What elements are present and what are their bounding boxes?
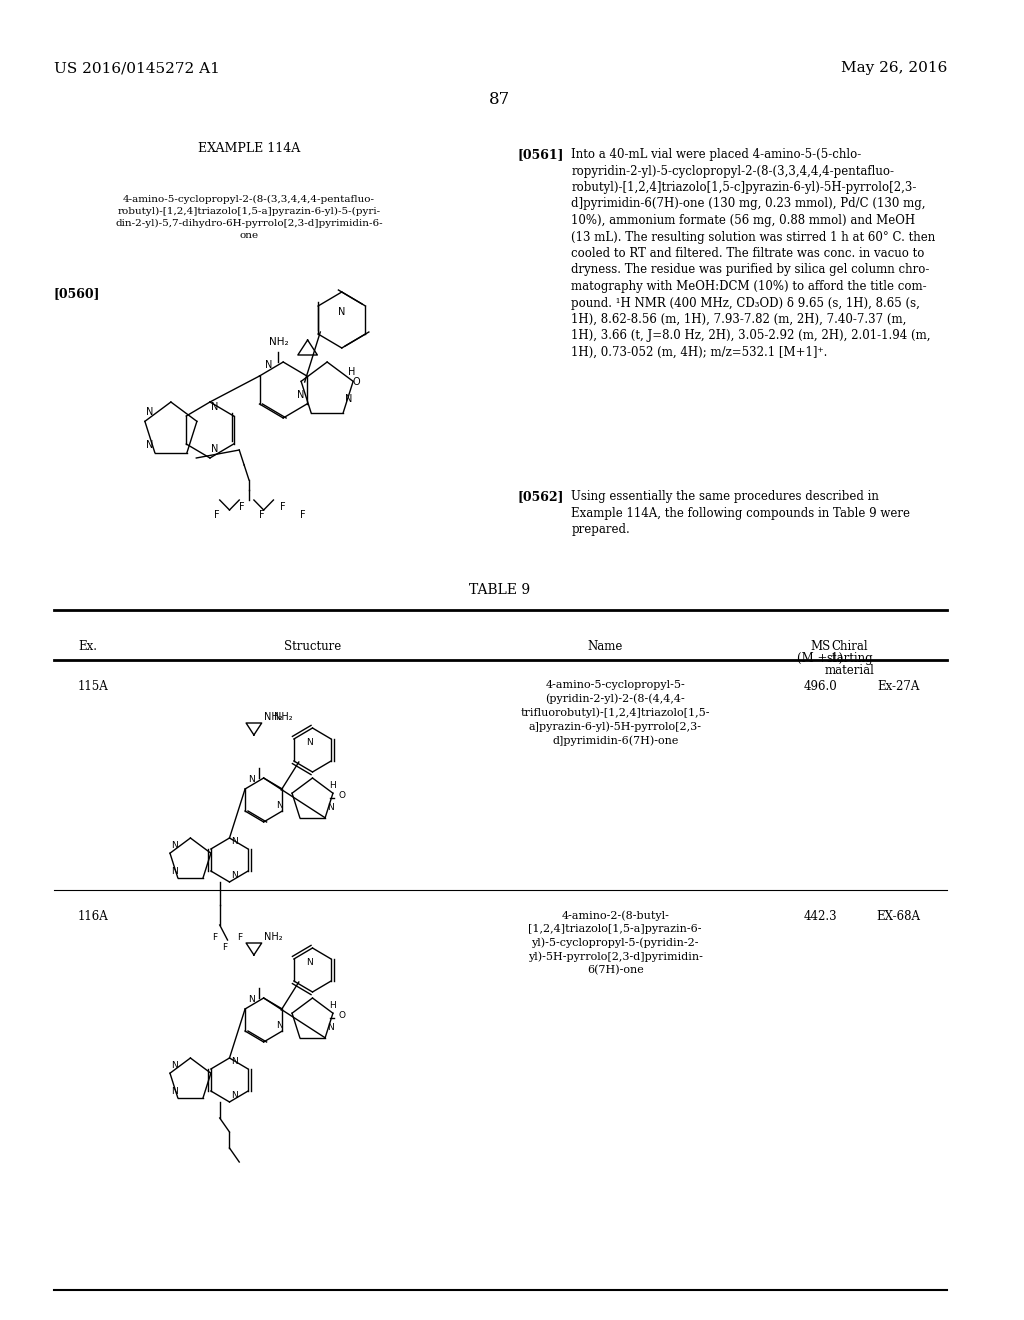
- Text: N: N: [265, 360, 272, 370]
- Text: N: N: [231, 1092, 238, 1100]
- Text: N: N: [275, 801, 283, 810]
- Text: N: N: [231, 1057, 238, 1067]
- Text: N: N: [249, 775, 255, 784]
- Text: N: N: [327, 803, 334, 812]
- Text: N: N: [297, 389, 304, 400]
- Text: N: N: [306, 958, 313, 968]
- Text: 87: 87: [489, 91, 511, 108]
- Text: NH₂: NH₂: [264, 711, 283, 722]
- Text: N: N: [171, 1061, 178, 1071]
- Text: H: H: [329, 1001, 336, 1010]
- Text: Ex-27A: Ex-27A: [878, 680, 920, 693]
- Text: EX-68A: EX-68A: [877, 909, 921, 923]
- Text: N: N: [231, 871, 238, 880]
- Text: MS: MS: [810, 640, 830, 653]
- Text: N: N: [306, 738, 313, 747]
- Text: N: N: [249, 995, 255, 1005]
- Text: N: N: [171, 867, 178, 876]
- Text: US 2016/0145272 A1: US 2016/0145272 A1: [53, 61, 219, 75]
- Text: O: O: [338, 791, 345, 800]
- Text: NH₂: NH₂: [273, 711, 293, 722]
- Text: 116A: 116A: [78, 909, 109, 923]
- Text: [0560]: [0560]: [53, 286, 100, 300]
- Text: N: N: [171, 841, 178, 850]
- Text: N: N: [345, 393, 352, 404]
- Text: (M + 1): (M + 1): [798, 652, 844, 665]
- Text: starting: starting: [826, 652, 872, 665]
- Text: Chiral: Chiral: [831, 640, 868, 653]
- Text: F: F: [237, 933, 242, 942]
- Text: 496.0: 496.0: [804, 680, 838, 693]
- Text: N: N: [327, 1023, 334, 1032]
- Text: F: F: [214, 510, 219, 520]
- Text: F: F: [300, 510, 305, 520]
- Text: F: F: [240, 502, 245, 512]
- Text: N: N: [231, 837, 238, 846]
- Text: Ex.: Ex.: [78, 640, 97, 653]
- Text: 4-amino-5-cyclopropyl-2-(8-(3,3,4,4,4-pentafluo-
robutyl)-[1,2,4]triazolo[1,5-a]: 4-amino-5-cyclopropyl-2-(8-(3,3,4,4,4-pe…: [116, 195, 383, 240]
- Text: F: F: [222, 942, 227, 952]
- Text: [0562]: [0562]: [517, 490, 564, 503]
- Text: N: N: [211, 444, 218, 454]
- Text: material: material: [824, 664, 874, 677]
- Text: N: N: [211, 403, 218, 412]
- Text: N: N: [338, 308, 345, 317]
- Text: F: F: [212, 933, 217, 942]
- Text: N: N: [145, 407, 154, 417]
- Text: N: N: [171, 1086, 178, 1096]
- Text: [0561]: [0561]: [517, 148, 564, 161]
- Text: Name: Name: [588, 640, 624, 653]
- Text: EXAMPLE 114A: EXAMPLE 114A: [198, 141, 300, 154]
- Text: H: H: [348, 367, 355, 378]
- Text: F: F: [281, 502, 286, 512]
- Text: NH₂: NH₂: [264, 932, 283, 942]
- Text: Structure: Structure: [284, 640, 341, 653]
- Text: H: H: [329, 781, 336, 789]
- Text: Using essentially the same procedures described in
Example 114A, the following c: Using essentially the same procedures de…: [571, 490, 910, 536]
- Text: May 26, 2016: May 26, 2016: [841, 61, 947, 75]
- Text: O: O: [352, 378, 360, 387]
- Text: TABLE 9: TABLE 9: [469, 583, 530, 597]
- Text: 4-amino-5-cyclopropyl-5-
(pyridin-2-yl)-2-(8-(4,4,4-
trifluorobutyl)-[1,2,4]tria: 4-amino-5-cyclopropyl-5- (pyridin-2-yl)-…: [520, 680, 710, 746]
- Text: O: O: [338, 1011, 345, 1020]
- Text: Into a 40-mL vial were placed 4-amino-5-(5-chlo-
ropyridin-2-yl)-5-cyclopropyl-2: Into a 40-mL vial were placed 4-amino-5-…: [571, 148, 936, 359]
- Text: 442.3: 442.3: [804, 909, 837, 923]
- Text: 4-amino-2-(8-butyl-
[1,2,4]triazolo[1,5-a]pyrazin-6-
yl)-5-cyclopropyl-5-(pyridi: 4-amino-2-(8-butyl- [1,2,4]triazolo[1,5-…: [527, 909, 702, 975]
- Text: N: N: [145, 440, 154, 450]
- Text: F: F: [259, 510, 264, 520]
- Text: N: N: [275, 1020, 283, 1030]
- Text: NH₂: NH₂: [268, 337, 288, 347]
- Text: 115A: 115A: [78, 680, 109, 693]
